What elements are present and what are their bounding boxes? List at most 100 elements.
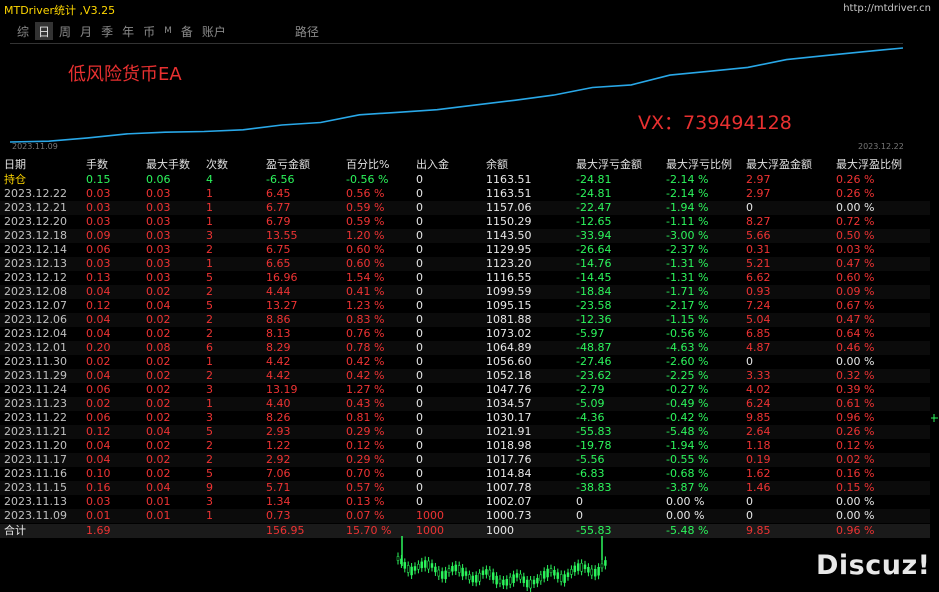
candle-body xyxy=(451,566,454,572)
cell-date: 2023.11.20 xyxy=(4,439,67,452)
stats-table: 日期 手数 最大手数 次数 盈亏金额 百分比% 出入金 余额 最大浮亏金额 最大浮亏比例 最大浮盈金… xyxy=(0,157,930,538)
cell-date: 2023.11.09 xyxy=(4,509,67,522)
cell-max-float-profit: 6.62 xyxy=(746,271,771,284)
table-row[interactable]: 2023.11.29 0.04 0.02 2 4.42 0.42 % 0 1052.18 -23… xyxy=(0,369,930,383)
cell-max-float-loss-pct: -0.68 % xyxy=(666,467,709,480)
table-row[interactable]: 2023.11.16 0.10 0.02 5 7.06 0.70 % 0 1014.84 -6.… xyxy=(0,467,930,481)
candle-body xyxy=(587,566,590,573)
chart-date-end: 2023.12.22 xyxy=(858,142,904,151)
table-holding-row[interactable]: 持仓 0.15 0.06 4 -6.56 -0.56 % 0 1163.51 -24.81 -2.… xyxy=(0,173,930,187)
cell-max-float-profit: 0.31 xyxy=(746,243,771,256)
candle-body xyxy=(532,579,536,585)
website-link[interactable]: http://mtdriver.cn xyxy=(843,3,931,14)
candle-body xyxy=(478,572,481,582)
header-max-float-loss: 最大浮亏金额 xyxy=(576,158,642,171)
candle-body xyxy=(566,572,570,577)
candle-body xyxy=(505,579,509,586)
cell-pnl: -6.56 xyxy=(266,173,295,186)
table-row[interactable]: 2023.11.13 0.03 0.01 3 1.34 0.13 % 0 1002.07 0 0.… xyxy=(0,495,930,509)
cell-max-lots: 0.01 xyxy=(146,495,171,508)
table-row[interactable]: 2023.11.09 0.01 0.01 1 0.73 0.07 % 1000 1000.73… xyxy=(0,509,930,523)
cell-max-float-loss: -5.97 xyxy=(576,327,605,340)
cell-balance: 1018.98 xyxy=(486,439,532,452)
nav-tab-6[interactable]: 币 xyxy=(143,25,156,39)
candle-body xyxy=(427,560,430,570)
nav-tab-7[interactable]: M xyxy=(164,26,172,36)
cell-percent: 0.07 % xyxy=(346,509,385,522)
cell-max-float-loss: -38.83 xyxy=(576,481,612,494)
cell-max-float-loss-pct: -2.25 % xyxy=(666,369,709,382)
balance-line xyxy=(10,47,903,143)
table-row[interactable]: 2023.12.21 0.03 0.03 1 6.77 0.59 % 0 1157.06 -22… xyxy=(0,201,930,215)
candle-body xyxy=(597,567,600,576)
candle-body xyxy=(556,572,560,579)
table-row[interactable]: 2023.11.17 0.04 0.02 2 2.92 0.29 % 0 1017.76 -5.… xyxy=(0,453,930,467)
cell-balance: 1007.78 xyxy=(486,481,532,494)
cell-max-float-loss: -6.83 xyxy=(576,467,605,480)
table-row[interactable]: 2023.12.04 0.04 0.02 2 8.13 0.76 % 0 1073.02 -5.… xyxy=(0,327,930,341)
table-row[interactable]: 2023.12.12 0.13 0.03 5 16.96 1.54 % 0 1116.55 -1… xyxy=(0,271,930,285)
cell-pnl: 4.42 xyxy=(266,355,291,368)
table-row[interactable]: 2023.12.20 0.03 0.03 1 6.79 0.59 % 0 1150.29 -12… xyxy=(0,215,930,229)
cell-count: 1 xyxy=(206,355,213,368)
header-percent: 百分比% xyxy=(346,158,390,171)
cell-percent: 0.57 % xyxy=(346,481,385,494)
cell-max-float-profit: 5.21 xyxy=(746,257,771,270)
cell-max-float-loss: -27.46 xyxy=(576,355,612,368)
cell-max-float-profit-pct: 0.60 % xyxy=(836,271,875,284)
cell-max-float-loss-pct: -0.49 % xyxy=(666,397,709,410)
table-row[interactable]: 2023.11.24 0.06 0.02 3 13.19 1.27 % 0 1047.76 -2… xyxy=(0,383,930,397)
cell-pnl: 6.65 xyxy=(266,257,291,270)
cell-percent: 0.78 % xyxy=(346,341,385,354)
table-row[interactable]: 2023.11.23 0.02 0.02 1 4.40 0.43 % 0 1034.57 -5.… xyxy=(0,397,930,411)
table-row[interactable]: 2023.12.01 0.20 0.08 6 8.29 0.78 % 0 1064.89 -48… xyxy=(0,341,930,355)
cell-count: 2 xyxy=(206,327,213,340)
nav-tab-8[interactable]: 备 xyxy=(180,25,193,39)
table-row[interactable]: 2023.12.18 0.09 0.03 3 13.55 1.20 % 0 1143.50 -3… xyxy=(0,229,930,243)
candle-body xyxy=(549,568,553,573)
cell-percent: 0.56 % xyxy=(346,187,385,200)
cell-max-float-loss-pct: -1.94 % xyxy=(666,439,709,452)
cell-count: 3 xyxy=(206,411,213,424)
cell-lots: 0.03 xyxy=(86,257,111,270)
cell-max-float-profit: 2.64 xyxy=(746,425,771,438)
table-row[interactable]: 2023.11.30 0.02 0.02 1 4.42 0.42 % 0 1056.60 -27… xyxy=(0,355,930,369)
candle-body xyxy=(461,567,464,577)
nav-tab-10[interactable]: 路径 xyxy=(294,25,319,39)
cell-pnl: 16.96 xyxy=(266,271,298,284)
candle-body xyxy=(515,573,519,578)
table-row[interactable]: 2023.12.06 0.04 0.02 2 8.86 0.83 % 0 1081.88 -12… xyxy=(0,313,930,327)
cell-percent: 0.59 % xyxy=(346,201,385,214)
nav-tab-0[interactable]: 综 xyxy=(17,25,30,39)
cell-max-float-profit-pct: 0.16 % xyxy=(836,467,875,480)
nav-tab-2[interactable]: 周 xyxy=(59,25,72,39)
table-total-row[interactable]: 合计 1.69 156.95 15.70 % 1000 1000 -55.83 -5.48 %… xyxy=(0,524,930,538)
cell-count: 1 xyxy=(206,397,213,410)
cell-count: 3 xyxy=(206,495,213,508)
header-max-float-loss-pct: 最大浮亏比例 xyxy=(666,158,732,171)
cell-lots: 0.06 xyxy=(86,243,111,256)
nav-tab-4[interactable]: 季 xyxy=(101,25,114,39)
cell-max-lots: 0.02 xyxy=(146,453,171,466)
table-row[interactable]: 2023.11.20 0.04 0.02 2 1.22 0.12 % 0 1018.98 -19… xyxy=(0,439,930,453)
nav-tab-9[interactable]: 账户 xyxy=(201,25,226,39)
table-row[interactable]: 2023.12.22 0.03 0.03 1 6.45 0.56 % 0 1163.51 -24… xyxy=(0,187,930,201)
cell-balance: 1056.60 xyxy=(486,355,532,368)
cell-lots: 0.20 xyxy=(86,341,111,354)
nav-tab-5[interactable]: 年 xyxy=(122,25,135,39)
cell-lots: 0.09 xyxy=(86,229,111,242)
nav-tab-1[interactable]: 日 xyxy=(35,22,54,40)
table-row[interactable]: 2023.11.21 0.12 0.04 5 2.93 0.29 % 0 1021.91 -55… xyxy=(0,425,930,439)
cell-date: 2023.11.23 xyxy=(4,397,67,410)
table-row[interactable]: 2023.11.22 0.06 0.02 3 8.26 0.81 % 0 1030.17 -4.… xyxy=(0,411,930,425)
table-row[interactable]: 2023.12.14 0.06 0.03 2 6.75 0.60 % 0 1129.95 -26… xyxy=(0,243,930,257)
table-row[interactable]: 2023.12.07 0.12 0.04 5 13.27 1.23 % 0 1095.15 -2… xyxy=(0,299,930,313)
cell-max-float-loss-pct: -0.56 % xyxy=(666,327,709,340)
nav-tab-3[interactable]: 月 xyxy=(80,25,93,39)
cell-date: 2023.12.14 xyxy=(4,243,67,256)
table-row[interactable]: 2023.12.08 0.04 0.02 2 4.44 0.41 % 0 1099.59 -18… xyxy=(0,285,930,299)
cell-percent: 0.42 % xyxy=(346,369,385,382)
table-row[interactable]: 2023.11.15 0.16 0.04 9 5.71 0.57 % 0 1007.78 -38… xyxy=(0,481,930,495)
cell-date: 合计 xyxy=(4,524,26,537)
table-row[interactable]: 2023.12.13 0.03 0.03 1 6.65 0.60 % 0 1123.20 -14… xyxy=(0,257,930,271)
